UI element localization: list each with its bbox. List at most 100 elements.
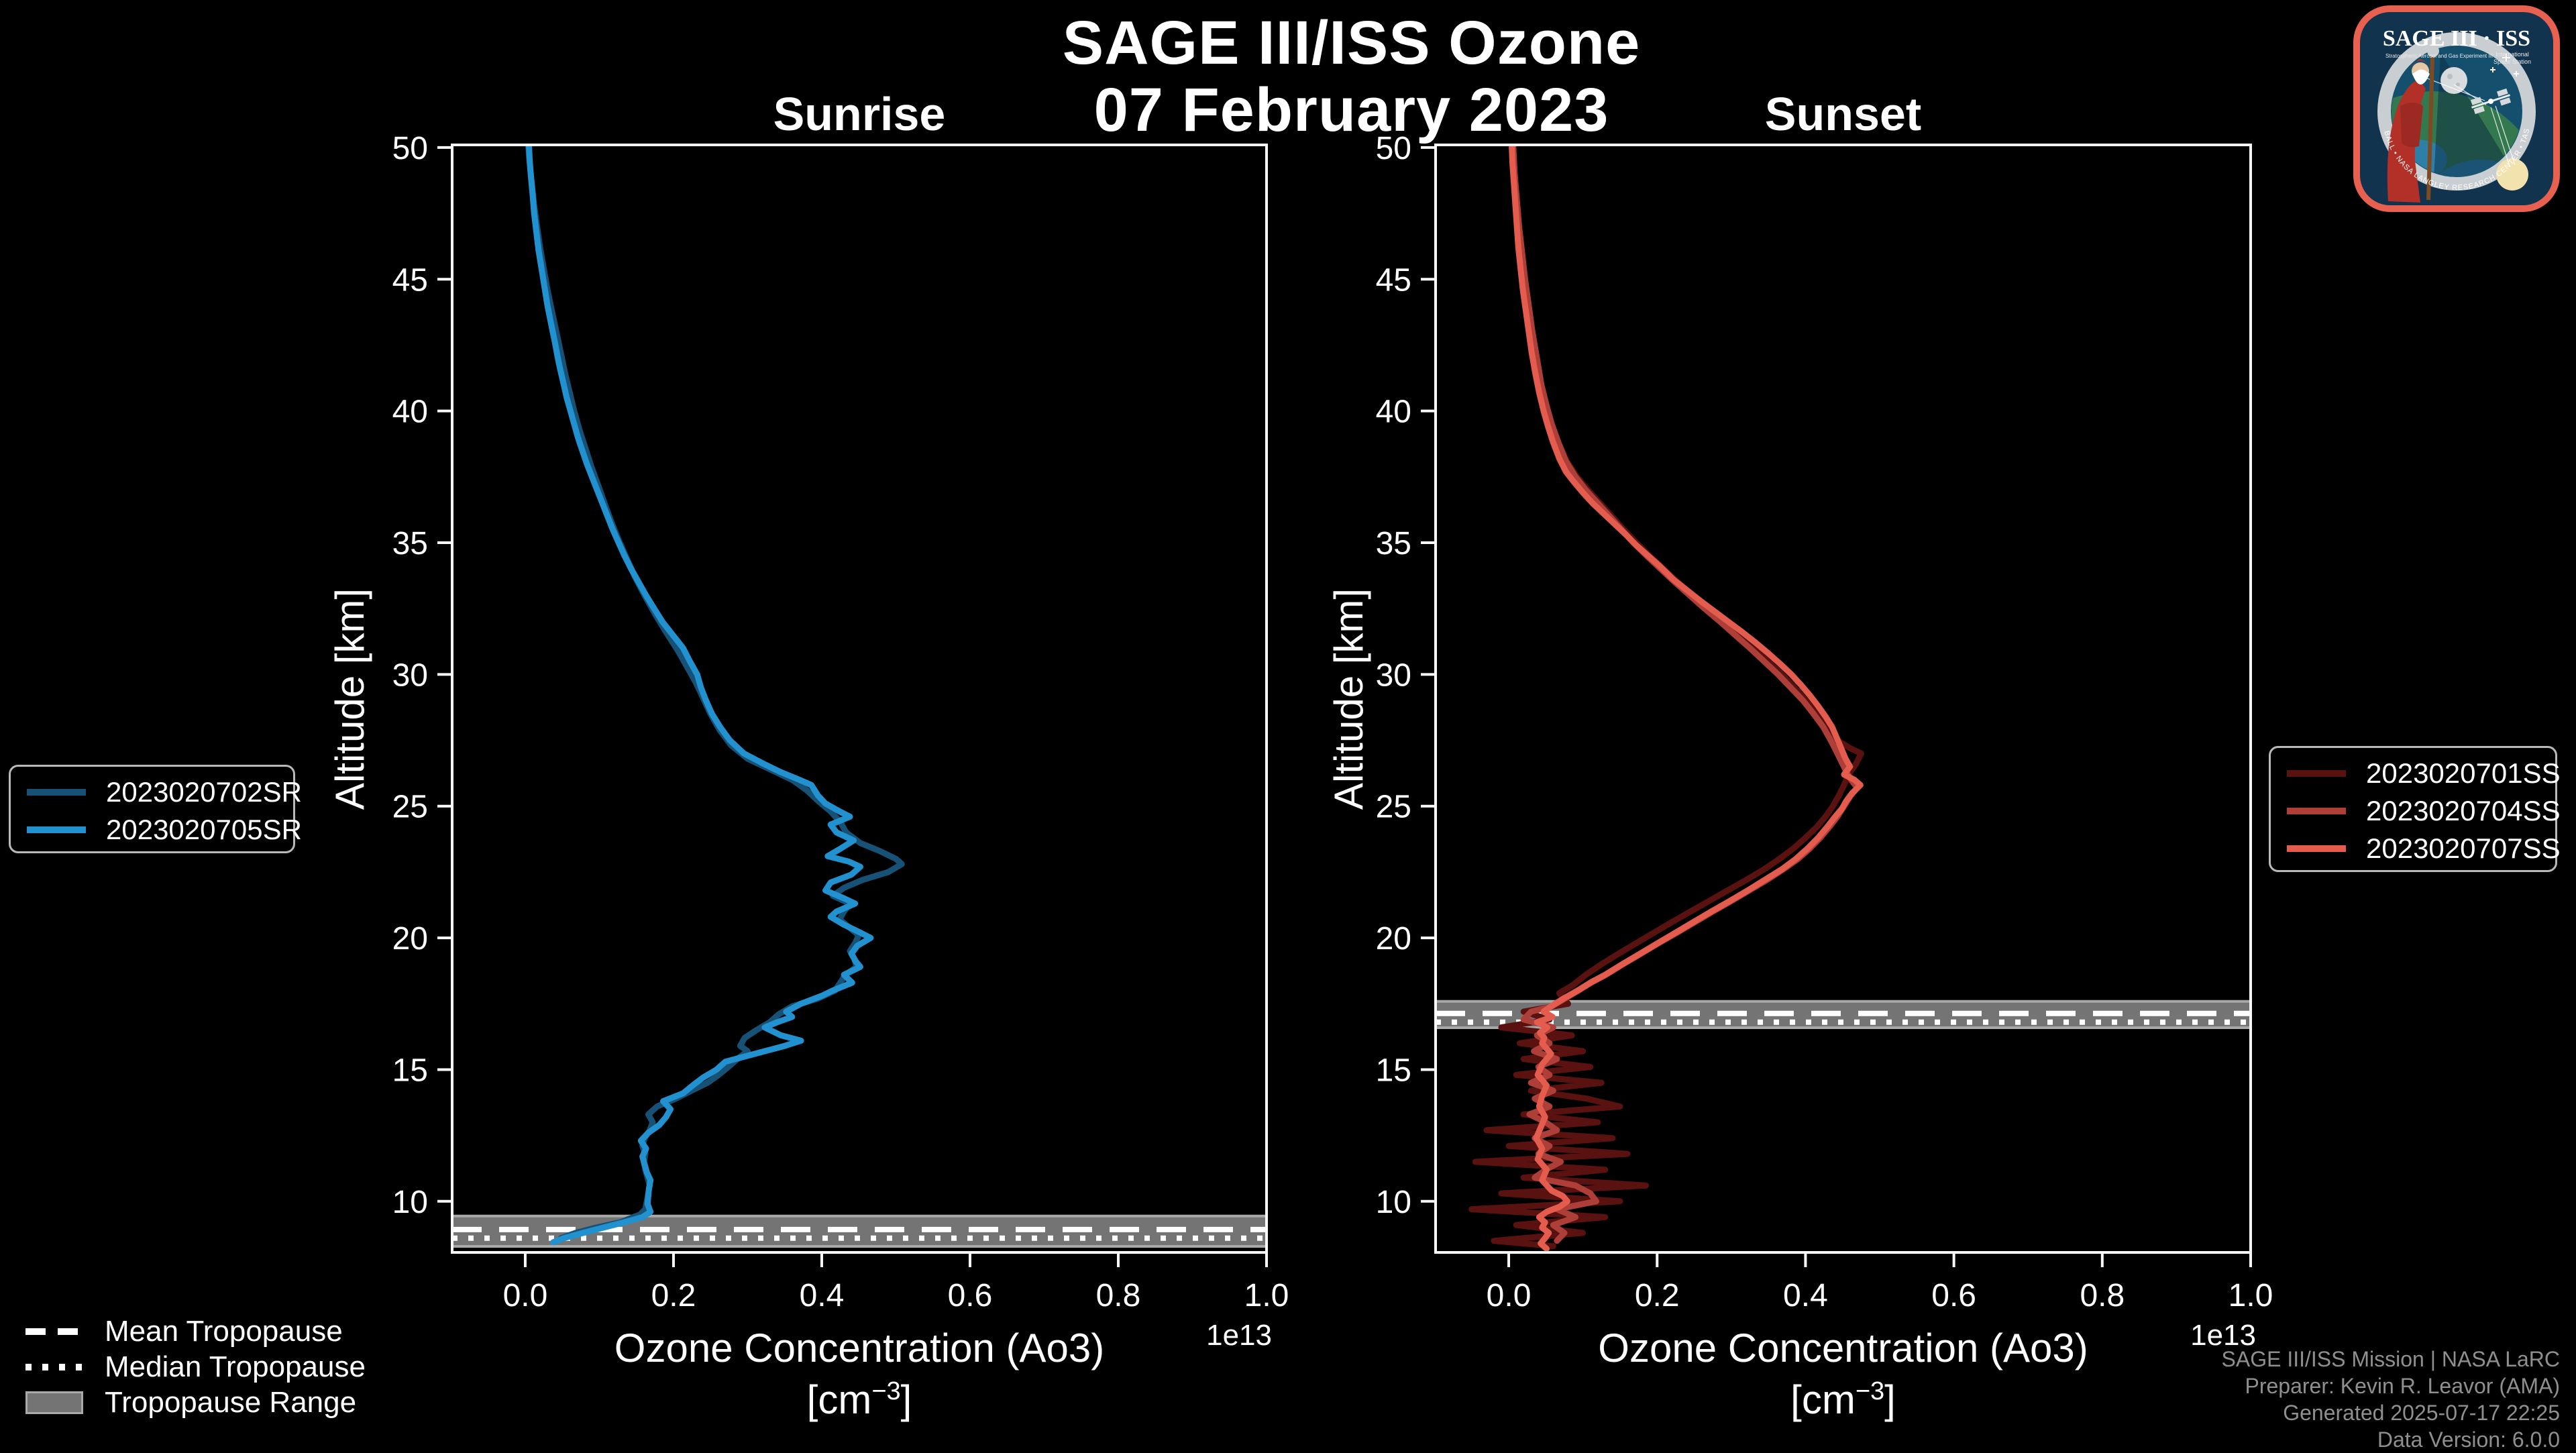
y-tick-label: 30 bbox=[392, 657, 428, 693]
moon-crater bbox=[2447, 74, 2453, 79]
legend-item: 2023020707SS bbox=[2287, 830, 2561, 867]
footer-data-version: Data Version: 6.0.0 bbox=[2377, 1428, 2560, 1452]
legend-label: Tropopause Range bbox=[105, 1386, 357, 1419]
line-swatch-dark-blue-icon bbox=[27, 789, 86, 796]
moon-icon bbox=[2440, 67, 2467, 94]
sunrise-x-axis-unit: [cm−3] bbox=[452, 1377, 1267, 1423]
sunset-x-axis-label: Ozone Concentration (Ao3) bbox=[1598, 1326, 2088, 1370]
x-tick-label: 0.6 bbox=[1931, 1278, 1976, 1313]
series-2023020702SR bbox=[525, 145, 905, 1242]
y-tick-label: 40 bbox=[392, 394, 428, 430]
sunset-y-axis-label: Altitude [km] bbox=[1326, 588, 1371, 810]
legend-label: Median Tropopause bbox=[105, 1350, 366, 1383]
y-tick-label: 30 bbox=[1376, 657, 1411, 693]
y-tick-label: 45 bbox=[392, 262, 428, 298]
sage-iii-iss-mission-patch-logo: SAGE III · ISS Stratospheric Aerosol and… bbox=[2353, 5, 2560, 212]
y-tick-label: 50 bbox=[1376, 131, 1411, 166]
unit-exponent: −3 bbox=[871, 1377, 901, 1405]
legend-label: 2023020701SS bbox=[2366, 757, 2561, 789]
logo-title: SAGE III · ISS bbox=[2383, 26, 2530, 51]
sunrise-panel-heading: Sunrise bbox=[773, 88, 946, 140]
x-tick-label: 0.0 bbox=[1487, 1278, 1532, 1313]
star-icons bbox=[2490, 54, 2519, 76]
observation-beams bbox=[2425, 77, 2516, 167]
y-tick-label: 45 bbox=[1376, 262, 1411, 298]
unit-close: ] bbox=[900, 1377, 912, 1422]
x-tick-label: 1.0 bbox=[2229, 1278, 2273, 1313]
x-tick-label: 1.0 bbox=[1244, 1278, 1289, 1313]
line-swatch-maroon-icon bbox=[2287, 770, 2346, 777]
sunrise-x-axis-label: Ozone Concentration (Ao3) bbox=[614, 1326, 1105, 1370]
logo-subtitle-left: Stratospheric Aerosol and Gas Experiment… bbox=[2385, 53, 2493, 59]
figure-title-line2: 07 February 2023 bbox=[1093, 76, 1609, 144]
legend-label: 2023020704SS bbox=[2366, 795, 2561, 826]
line-swatch-red-icon bbox=[2287, 808, 2346, 814]
x-tick-label: 0.6 bbox=[948, 1278, 993, 1313]
x-tick-label: 0.8 bbox=[1096, 1278, 1141, 1313]
figure-title: SAGE III/ISS Ozone 07 February 2023 bbox=[452, 9, 2251, 144]
unit-close: ] bbox=[1884, 1377, 1896, 1422]
band-swatch-icon bbox=[25, 1391, 83, 1414]
y-tick-label: 25 bbox=[392, 790, 428, 825]
sunrise-plot: 0.0 0.2 0.4 0.6 0.8 1.0 10 15 20 25 30 35 40 45 50 1e13 bbox=[392, 131, 1289, 1352]
y-tick-label: 40 bbox=[1376, 394, 1411, 430]
unit-exponent: −3 bbox=[1855, 1377, 1885, 1405]
legend-item: 2023020701SS bbox=[2287, 755, 2561, 792]
dashed-line-swatch-icon bbox=[25, 1328, 83, 1335]
legend-label: 2023020702SR bbox=[106, 776, 302, 808]
x-tick-label: 0.2 bbox=[1635, 1278, 1680, 1313]
y-tick-label: 10 bbox=[392, 1185, 428, 1220]
legend-item: 2023020705SR bbox=[27, 811, 302, 849]
legend-label: 2023020707SS bbox=[2366, 832, 2561, 864]
logo-subtitle-right1: International bbox=[2496, 51, 2529, 58]
legend-label: 2023020705SR bbox=[106, 814, 302, 845]
x-tick-label: 0.4 bbox=[1783, 1278, 1828, 1313]
x-tick-label: 0.0 bbox=[503, 1278, 548, 1313]
footer-mission: SAGE III/ISS Mission | NASA LaRC bbox=[2221, 1347, 2560, 1371]
footer-generated: Generated 2025-07-17 22:25 bbox=[2283, 1401, 2560, 1425]
y-tick-label: 25 bbox=[1376, 790, 1411, 825]
series-2023020705SR bbox=[526, 145, 874, 1246]
moon-crater bbox=[2456, 83, 2460, 87]
figure-title-line1: SAGE III/ISS Ozone bbox=[1062, 9, 1641, 77]
sunset-panel-heading: Sunset bbox=[1764, 88, 1922, 140]
y-tick-label: 50 bbox=[392, 131, 428, 166]
unit-open: [cm bbox=[1790, 1377, 1856, 1422]
y-tick-label: 35 bbox=[392, 526, 428, 561]
sunset-legend: 2023020701SS 2023020704SS 2023020707SS bbox=[2269, 746, 2561, 872]
y-tick-label: 20 bbox=[392, 921, 428, 957]
sunrise-legend: 2023020702SR 2023020705SR bbox=[9, 765, 302, 853]
x-tick-label: 0.2 bbox=[651, 1278, 696, 1313]
footer-credits: SAGE III/ISS Mission | NASA LaRC Prepare… bbox=[2222, 1346, 2560, 1453]
y-tick-label: 15 bbox=[1376, 1053, 1411, 1088]
plot-frame bbox=[1434, 144, 2252, 1254]
tropopause-legend-range: Tropopause Range bbox=[25, 1386, 356, 1419]
y-tick-label: 10 bbox=[1376, 1185, 1411, 1220]
legend-item: 2023020702SR bbox=[27, 773, 302, 811]
y-tick-label: 35 bbox=[1376, 526, 1411, 561]
x-axis-offset-label: 1e13 bbox=[1206, 1319, 1272, 1352]
dotted-line-swatch-icon bbox=[25, 1364, 83, 1370]
tropopause-legend-mean: Mean Tropopause bbox=[25, 1315, 343, 1348]
wizard-figure bbox=[2387, 45, 2439, 203]
x-axis-offset-label: 1e13 bbox=[2190, 1319, 2256, 1352]
sunset-plot: 0.0 0.2 0.4 0.6 0.8 1.0 10 15 20 25 30 35 40 45 50 1e13 bbox=[1376, 131, 2273, 1352]
plot-frame bbox=[451, 144, 1268, 1254]
unit-open: [cm bbox=[806, 1377, 872, 1422]
tropopause-legend-median: Median Tropopause bbox=[25, 1350, 366, 1384]
line-swatch-bright-blue-icon bbox=[27, 826, 86, 833]
sunrise-y-axis-label: Altitude [km] bbox=[327, 588, 372, 810]
legend-item: 2023020704SS bbox=[2287, 792, 2561, 830]
footer-preparer: Preparer: Kevin R. Leavor (AMA) bbox=[2245, 1374, 2561, 1398]
x-tick-label: 0.4 bbox=[800, 1278, 845, 1313]
line-swatch-salmon-icon bbox=[2287, 845, 2346, 852]
logo-subtitle-right2: Space Station bbox=[2493, 58, 2531, 65]
y-tick-label: 20 bbox=[1376, 921, 1411, 957]
y-tick-label: 15 bbox=[392, 1053, 428, 1088]
series-2023020707SS bbox=[1509, 145, 1864, 1252]
legend-label: Mean Tropopause bbox=[105, 1315, 343, 1348]
x-tick-label: 0.8 bbox=[2080, 1278, 2125, 1313]
sunset-x-axis-unit: [cm−3] bbox=[1436, 1377, 2251, 1423]
iss-icon bbox=[2470, 88, 2512, 115]
